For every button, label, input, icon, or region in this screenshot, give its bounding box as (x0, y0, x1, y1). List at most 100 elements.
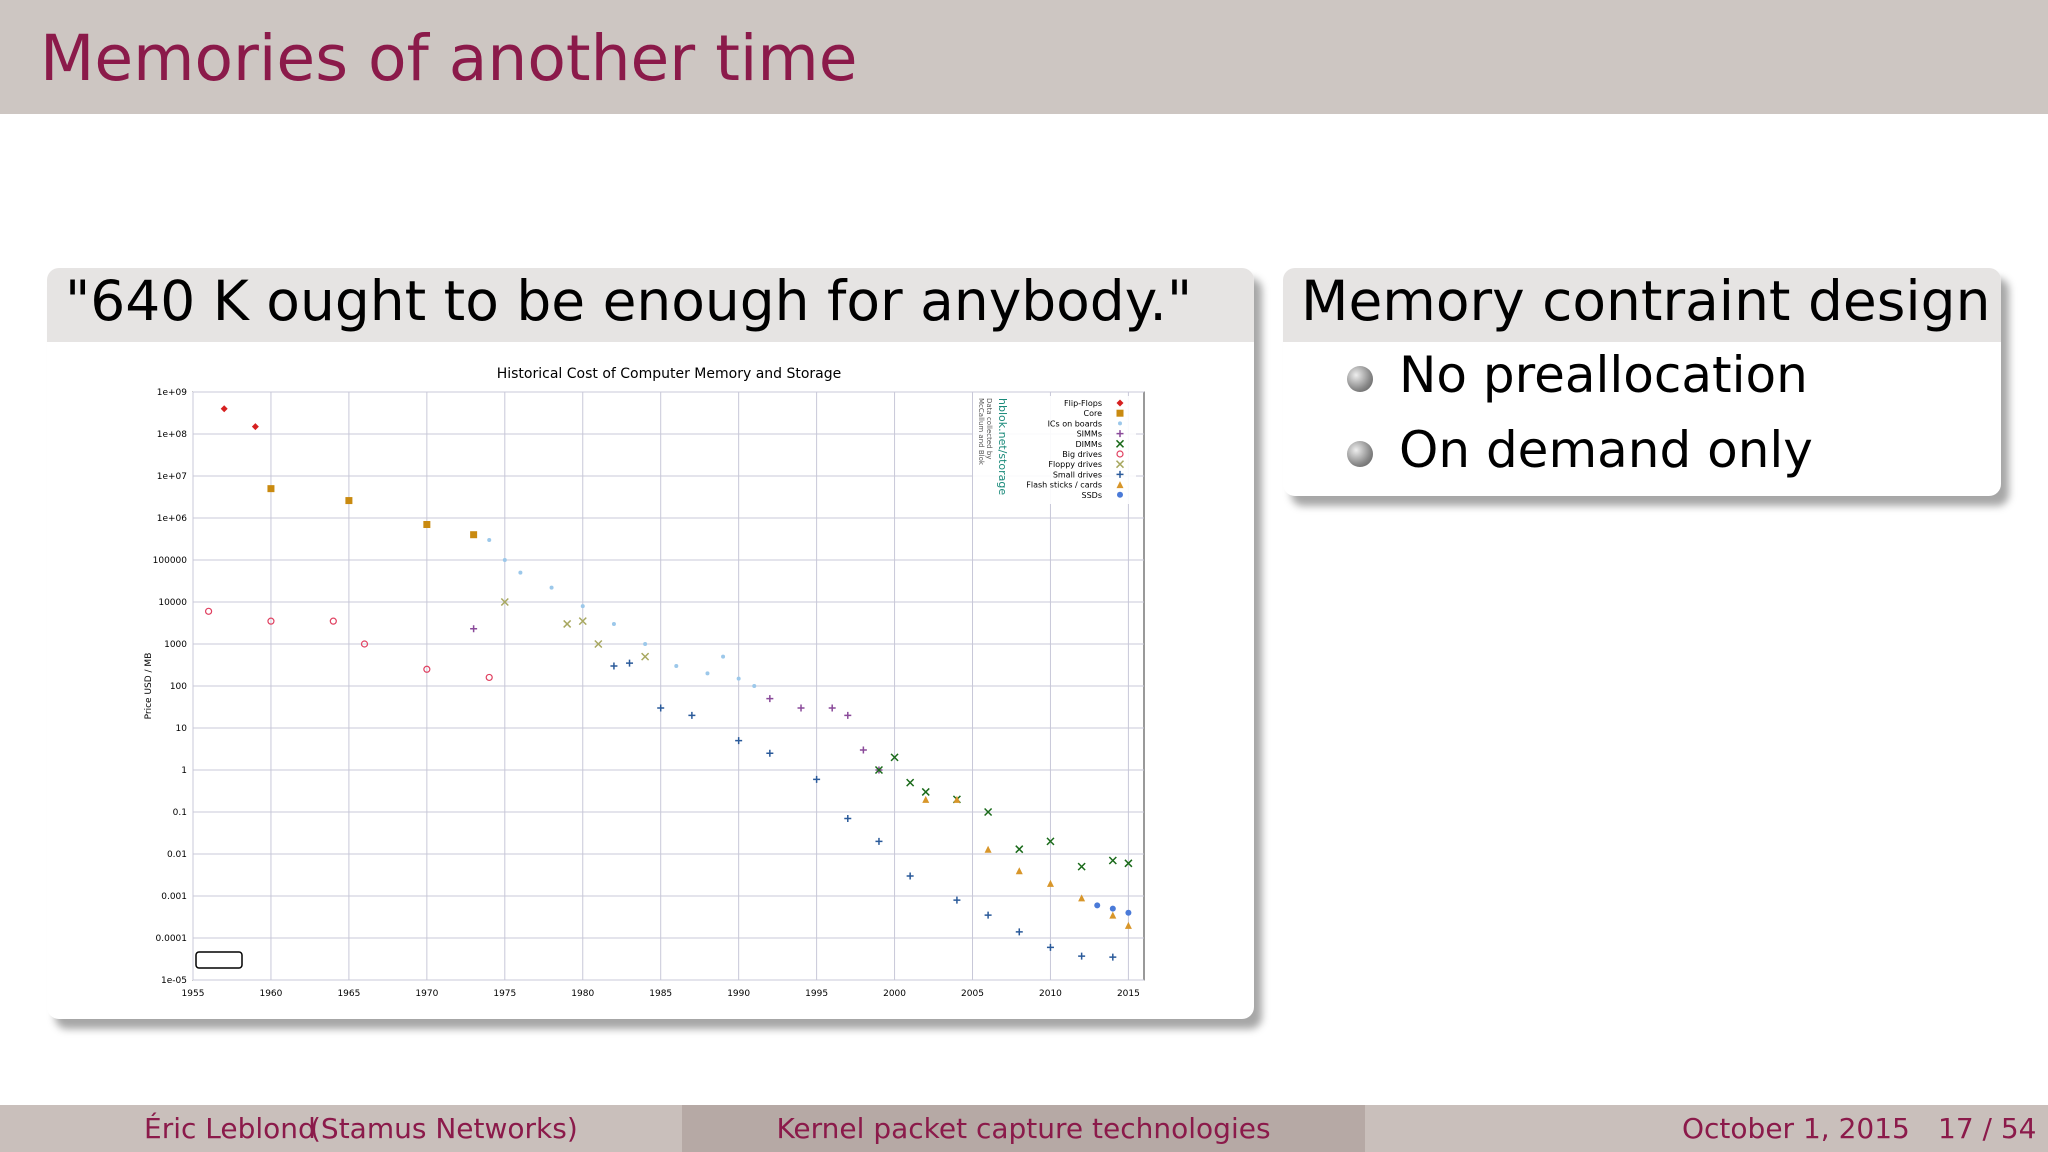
point (1015, 867, 1023, 875)
legend-marker (1116, 470, 1124, 478)
x-tick-label: 1990 (727, 989, 750, 999)
legend-marker (1117, 491, 1123, 498)
point (953, 795, 961, 803)
point (735, 737, 743, 745)
point (921, 787, 930, 796)
y-tick-label: 0.01 (167, 850, 187, 860)
x-tick-label: 1985 (649, 989, 672, 999)
point (611, 621, 616, 626)
y-tick-label: 100 (170, 682, 187, 692)
point (922, 795, 930, 803)
legend-label: SIMMs (1077, 430, 1102, 439)
point (984, 911, 992, 919)
talk-title: Kernel packet capture technologies (776, 1112, 1271, 1145)
legend-label: Flip-Flops (1064, 399, 1102, 408)
legend-marker (1118, 421, 1122, 426)
footer: Éric Leblond (Stamus Networks) Kernel pa… (0, 1105, 2048, 1152)
bullet-text: No preallocation (1399, 346, 1808, 404)
legend-label: Floppy drives (1048, 460, 1102, 469)
point (906, 778, 915, 787)
point (329, 617, 337, 625)
y-tick-label: 1 (181, 766, 187, 776)
x-tick-label: 2015 (1117, 989, 1140, 999)
y-tick-label: 1e+07 (157, 472, 187, 482)
y-tick-label: 100000 (153, 556, 188, 566)
y-tick-label: 1000 (164, 640, 187, 650)
y-tick-label: 1e-05 (161, 976, 187, 986)
point (752, 684, 757, 688)
attribution: hblok.net/storage (996, 398, 1009, 495)
y-tick-label: 0.001 (161, 892, 187, 902)
point (705, 671, 710, 676)
x-tick-label: 2010 (1039, 989, 1062, 999)
point (657, 704, 665, 712)
point (1125, 909, 1132, 916)
point (984, 845, 992, 853)
point (500, 597, 509, 607)
point (423, 521, 431, 529)
bullet (1347, 441, 1373, 467)
slide-title: Memories of another time (40, 22, 858, 95)
point (766, 749, 774, 757)
legend-marker (1115, 439, 1125, 448)
legend-label: Big drives (1062, 450, 1102, 459)
legend-marker (1116, 430, 1124, 438)
point (906, 872, 914, 880)
x-tick-label: 1955 (182, 989, 205, 999)
y-axis-label: Price USD / MB (144, 653, 154, 720)
point (1109, 953, 1117, 961)
point (688, 711, 696, 719)
block-title: "640 K ought to be enough for anybody." (47, 268, 1254, 342)
legend-label: Core (1083, 409, 1102, 418)
y-tick-label: 10000 (158, 598, 187, 608)
y-tick-label: 1e+06 (157, 514, 188, 524)
point (423, 665, 431, 673)
license-badge (195, 951, 243, 969)
point (267, 485, 275, 493)
point (721, 654, 726, 659)
y-tick-label: 0.0001 (156, 934, 188, 944)
bullet (1347, 366, 1373, 392)
point (875, 837, 883, 845)
point (267, 617, 275, 625)
x-tick-label: 2005 (961, 989, 984, 999)
point (813, 775, 821, 783)
point (1109, 905, 1116, 912)
point (518, 570, 523, 575)
y-tick-label: 0.1 (173, 808, 187, 818)
point (674, 663, 679, 668)
point (1124, 921, 1132, 929)
footer-right: October 1, 2015 17 / 54 (1365, 1105, 2048, 1152)
footer-middle: Kernel packet capture technologies (682, 1105, 1365, 1152)
point (1094, 902, 1101, 909)
date: October 1, 2015 (1682, 1112, 1910, 1145)
point (828, 704, 836, 712)
institute: (Stamus Networks) (310, 1112, 578, 1145)
point (874, 765, 883, 775)
legend-label: DIMMs (1076, 440, 1103, 449)
x-tick-label: 1980 (571, 989, 594, 999)
point (643, 642, 648, 646)
point (890, 753, 899, 762)
point (1078, 894, 1086, 902)
point (1015, 928, 1023, 936)
legend-marker (1115, 460, 1125, 469)
legend-marker (1116, 481, 1124, 489)
point (1109, 911, 1117, 919)
author: Éric Leblond (144, 1112, 316, 1145)
x-tick-label: 2000 (883, 989, 906, 999)
point (859, 746, 867, 754)
point (1108, 856, 1117, 865)
point (736, 676, 741, 681)
point (797, 704, 805, 712)
legend-label: ICs on boards (1048, 419, 1102, 428)
point (1046, 837, 1055, 846)
point (470, 625, 478, 633)
x-tick-label: 1970 (415, 989, 438, 999)
block-title: Memory contraint design (1283, 268, 2001, 342)
point (502, 558, 507, 562)
legend-marker (1116, 409, 1124, 417)
legend-marker (1116, 399, 1124, 407)
point (578, 617, 587, 626)
point (1077, 862, 1086, 871)
